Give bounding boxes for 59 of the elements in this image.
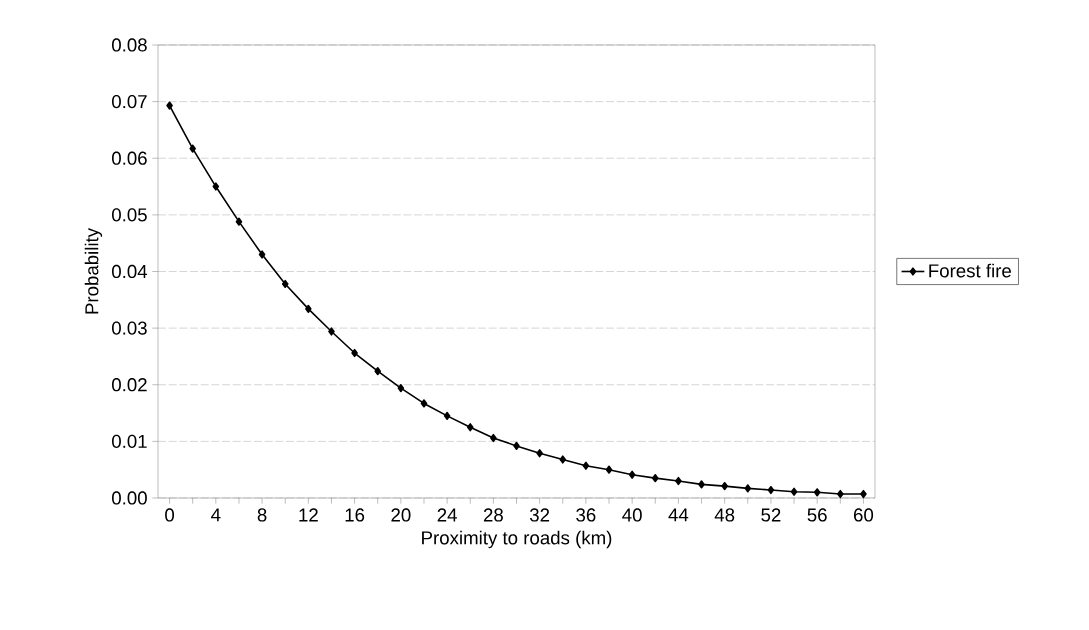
x-axis-title: Proximity to roads (km) (422, 530, 612, 549)
x-tick-label: 36 (576, 508, 596, 522)
x-tick-label: 20 (391, 508, 411, 522)
point (790, 487, 798, 496)
x-tick-label: 44 (668, 508, 689, 522)
x-tick-label: 60 (853, 508, 874, 522)
x-tick-label: 52 (761, 508, 781, 522)
point (166, 101, 173, 110)
x-tick-label: 28 (483, 508, 503, 522)
legend-label: Forest fire (929, 263, 1011, 278)
point (628, 470, 636, 479)
point (698, 480, 705, 489)
y-tick-label: 0.00 (112, 491, 147, 505)
x-tick-label: 8 (257, 508, 267, 522)
x-tick-label: 12 (299, 508, 318, 522)
point (837, 489, 844, 499)
point (374, 367, 382, 376)
y-tick-label: 0.05 (112, 208, 147, 222)
point (813, 488, 821, 497)
point (721, 481, 728, 491)
point (420, 399, 428, 408)
point (744, 484, 752, 493)
x-tick-label: 24 (437, 508, 457, 522)
point (605, 465, 613, 474)
x-tick-label: 0 (165, 508, 175, 522)
point (281, 279, 289, 289)
y-tick-label: 0.01 (112, 434, 147, 448)
point (767, 485, 775, 495)
point (490, 433, 497, 443)
x-tick-label: 48 (714, 508, 735, 522)
point (258, 250, 266, 259)
y-tick-label: 0.04 (112, 264, 148, 279)
point (212, 182, 220, 191)
x-tick-label: 56 (807, 508, 827, 522)
point (397, 384, 405, 393)
point (860, 489, 867, 499)
point (305, 304, 312, 313)
point (443, 411, 451, 421)
point (328, 327, 335, 336)
x-tick-label: 4 (211, 508, 221, 522)
x-tick-label: 32 (529, 508, 550, 522)
point (513, 441, 520, 451)
y-axis-title: Probability (84, 227, 103, 314)
y-tick-label: 0.08 (112, 38, 147, 52)
point (351, 348, 358, 358)
y-tick-label: 0.07 (112, 94, 147, 109)
x-tick-label: 16 (345, 508, 365, 522)
point (189, 144, 196, 153)
point (536, 449, 543, 458)
x-tick-label: 40 (622, 508, 642, 522)
point (651, 474, 659, 483)
point (559, 455, 567, 464)
point (235, 217, 243, 226)
y-tick-label: 0.03 (112, 321, 147, 335)
y-tick-label: 0.06 (112, 151, 147, 165)
y-tick-label: 0.02 (112, 378, 147, 392)
point (582, 461, 590, 470)
point (675, 476, 682, 486)
point (466, 423, 474, 432)
